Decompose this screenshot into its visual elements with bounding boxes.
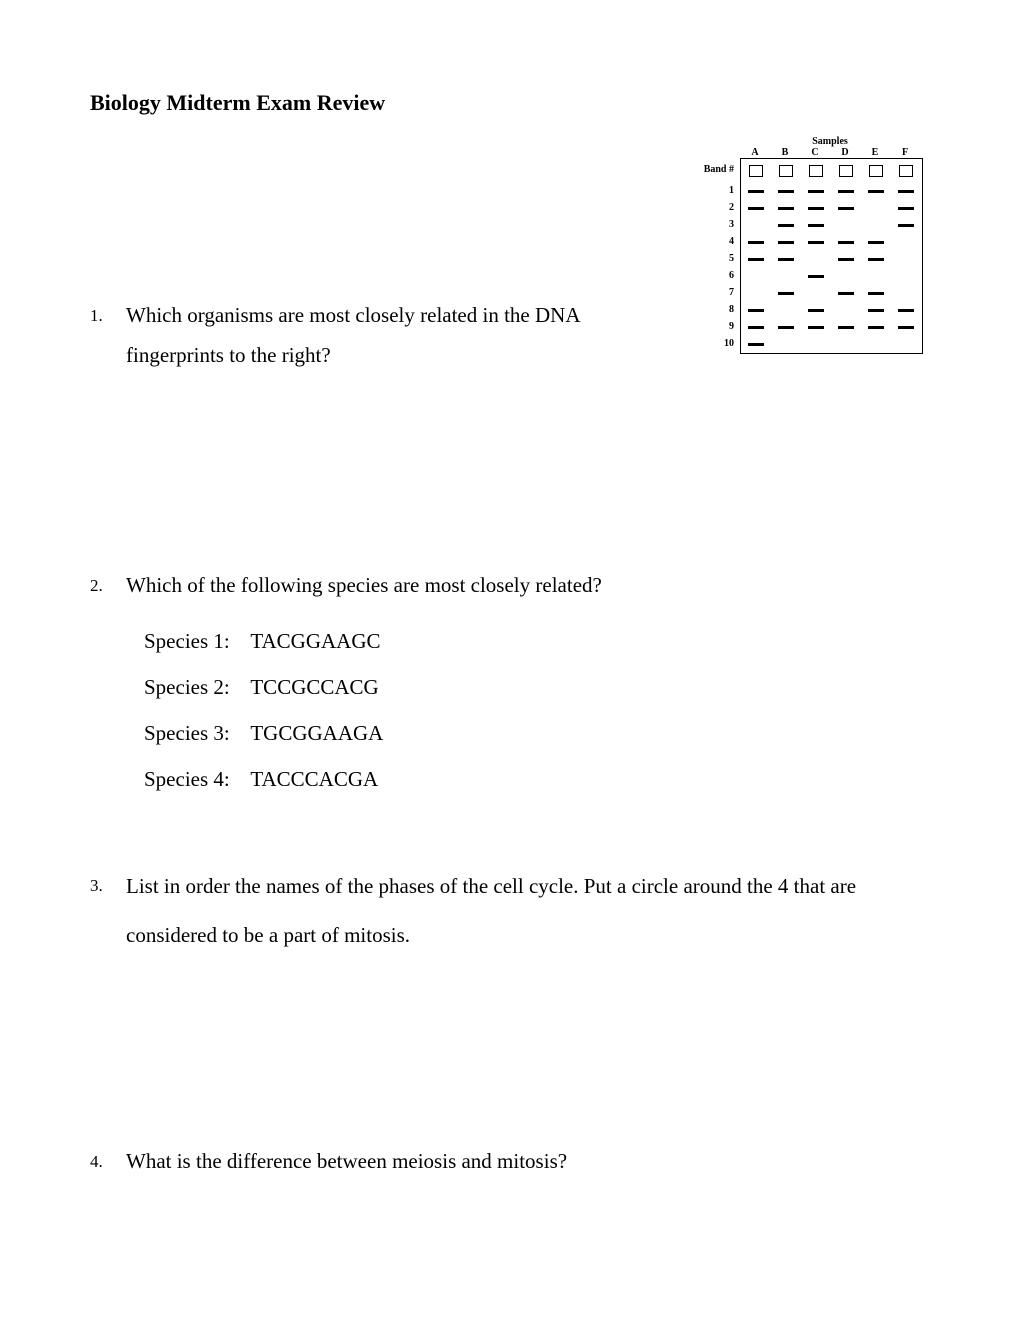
gel-band-row: [741, 183, 922, 200]
gel-band: [868, 326, 884, 329]
gel-band: [868, 241, 884, 244]
gel-band: [838, 190, 854, 193]
question-4: 4. What is the difference between meiosi…: [90, 1142, 930, 1182]
gel-figure: Samples ABCDEF Band # 12345678910: [680, 136, 930, 354]
gel-well: [839, 165, 853, 177]
gel-column-header: E: [860, 147, 890, 158]
gel-well: [809, 165, 823, 177]
species-list: Species 1: TACGGAAGCSpecies 2: TCCGCCACG…: [90, 618, 930, 803]
species-row: Species 4: TACCCACGA: [144, 756, 930, 802]
gel-column-headers: ABCDEF: [740, 147, 920, 158]
gel-row-label: 8: [680, 301, 734, 318]
gel-band: [748, 309, 764, 312]
gel-band-row: [741, 217, 922, 234]
gel-band: [838, 207, 854, 210]
gel-title: Samples: [740, 136, 920, 147]
page: Biology Midterm Exam Review Samples ABCD…: [0, 0, 1020, 1320]
gel-band: [868, 190, 884, 193]
gel-band: [778, 224, 794, 227]
gel-band: [838, 292, 854, 295]
gel-row-label: 5: [680, 250, 734, 267]
gel-band-row: [741, 268, 922, 285]
gel-band: [748, 326, 764, 329]
gel-band-row: [741, 285, 922, 302]
species-row: Species 2: TCCGCCACG: [144, 664, 930, 710]
gel-row-label: 1: [680, 182, 734, 199]
gel-band: [778, 326, 794, 329]
gel-band: [808, 326, 824, 329]
gel-well: [779, 165, 793, 177]
gel-band: [898, 224, 914, 227]
gel-well: [899, 165, 913, 177]
gel-band: [808, 309, 824, 312]
gel-row-label: 10: [680, 335, 734, 352]
gel-band-row: [741, 302, 922, 319]
gel-band-row: [741, 200, 922, 217]
species-row: Species 3: TGCGGAAGA: [144, 710, 930, 756]
gel-column-header: B: [770, 147, 800, 158]
gel-band: [898, 326, 914, 329]
gel-band: [748, 190, 764, 193]
gel-column-header: D: [830, 147, 860, 158]
gel-column-header: F: [890, 147, 920, 158]
gel-row-label: 6: [680, 267, 734, 284]
species-row: Species 1: TACGGAAGC: [144, 618, 930, 664]
gel-band-row: [741, 234, 922, 251]
question-3: 3. List in order the names of the phases…: [90, 862, 930, 959]
gel-row-label: 3: [680, 216, 734, 233]
question-text: Which organisms are most closely related…: [126, 296, 606, 376]
gel-band-row: [741, 251, 922, 268]
gel-column-header: C: [800, 147, 830, 158]
gel-column-header: A: [740, 147, 770, 158]
gel-band: [778, 241, 794, 244]
gel-band: [808, 190, 824, 193]
gel-band: [808, 224, 824, 227]
gel-band: [868, 292, 884, 295]
gel-band: [748, 207, 764, 210]
question-number: 3.: [90, 862, 126, 905]
gel-row-label: 4: [680, 233, 734, 250]
gel-well: [869, 165, 883, 177]
question-number: 4.: [90, 1142, 126, 1178]
gel-band: [748, 258, 764, 261]
gel-row-label: 7: [680, 284, 734, 301]
question-text: List in order the names of the phases of…: [126, 862, 930, 959]
gel-band-row: [741, 336, 922, 353]
gel-band: [748, 343, 764, 346]
gel-well: [749, 165, 763, 177]
question-number: 2.: [90, 566, 126, 602]
question-text: What is the difference between meiosis a…: [126, 1142, 930, 1182]
question-text: Which of the following species are most …: [126, 566, 930, 606]
gel-band: [808, 207, 824, 210]
gel-row-label: 9: [680, 318, 734, 335]
gel-band: [868, 258, 884, 261]
gel-well-row: [741, 159, 922, 183]
gel-band: [838, 326, 854, 329]
gel-band: [898, 190, 914, 193]
gel-row-labels: Band # 12345678910: [680, 158, 740, 352]
gel-band: [778, 207, 794, 210]
gel-band: [898, 309, 914, 312]
gel-band: [808, 275, 824, 278]
gel-row-label-header: Band #: [680, 158, 734, 182]
gel-band: [898, 207, 914, 210]
gel-band: [808, 241, 824, 244]
gel-band: [838, 258, 854, 261]
gel-box: [740, 158, 923, 354]
question-1-block: Samples ABCDEF Band # 12345678910 1. Whi…: [90, 136, 930, 376]
gel-band: [748, 241, 764, 244]
gel-band: [778, 292, 794, 295]
gel-band: [838, 241, 854, 244]
question-number: 1.: [90, 296, 126, 332]
gel-band-row: [741, 319, 922, 336]
question-2: 2. Which of the following species are mo…: [90, 566, 930, 606]
gel-band: [868, 309, 884, 312]
gel-band: [778, 190, 794, 193]
page-title: Biology Midterm Exam Review: [90, 90, 930, 116]
gel-row-label: 2: [680, 199, 734, 216]
gel-band: [778, 258, 794, 261]
